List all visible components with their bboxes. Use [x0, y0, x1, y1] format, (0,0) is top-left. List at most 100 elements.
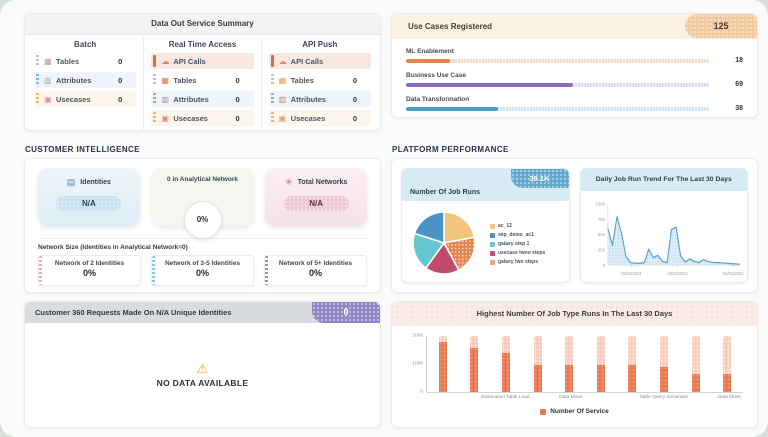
data-out-service-summary-panel: Data Out Service Summary Batch ▦ Tables 0 ▥ A…: [24, 13, 381, 131]
metric-value: 0: [118, 56, 123, 66]
service-metric-row[interactable]: ▦ Tables 0: [268, 72, 371, 88]
bar-column[interactable]: [522, 336, 554, 392]
platform-performance-panel: Number Of Job Runs 39.1K ac_12 sep_demo_a…: [391, 158, 758, 293]
service-column: Real Time Access ☁ API Calls ▦ Tables 0 ▥ Attri…: [143, 37, 260, 130]
service-metric-row[interactable]: ▥ Attributes 0: [34, 72, 137, 88]
analytical-network-label: 0 in Analytical Network: [167, 176, 238, 183]
x-tick-label: [584, 395, 611, 400]
row-accent: [270, 55, 274, 67]
use-cases-registered-panel: Use Cases Registered 125 ML Enablement 18…: [391, 13, 758, 118]
job-runs-pie-chart[interactable]: [404, 204, 488, 282]
network-size-card[interactable]: Network of 3-5 Identities 0%: [151, 255, 254, 286]
job-type-bars: [427, 336, 743, 392]
metric-label: Tables: [173, 75, 197, 85]
row-accent: [270, 112, 274, 124]
bar-column[interactable]: [617, 336, 649, 392]
network-size-card[interactable]: Network of 2 Identities 0%: [38, 255, 141, 286]
total-networks-card[interactable]: ✳ Total Networks N/A: [265, 168, 368, 226]
bar-column[interactable]: [648, 336, 680, 392]
network-size-name: Network of 5+ Identities: [278, 260, 353, 267]
job-type-bar-chart[interactable]: 0 1000 2000: [412, 334, 743, 395]
x-tick-label: [453, 395, 480, 400]
bar-column[interactable]: [459, 336, 491, 392]
y-tick-label: 1000: [412, 361, 423, 367]
metric-value: 0: [352, 75, 357, 85]
service-metric-row[interactable]: ☁ API Calls: [151, 53, 254, 69]
x-tick-label: [426, 395, 453, 400]
stats-row: ▤ Identities N/A 0 in Analytical Network…: [38, 168, 368, 239]
legend-item[interactable]: sep_demo_ac1: [490, 232, 565, 238]
identities-card[interactable]: ▤ Identities N/A: [38, 168, 140, 226]
use-case-category: Business Use Case: [406, 72, 466, 79]
legend-item[interactable]: galaxy two steps: [490, 259, 565, 265]
service-metric-row[interactable]: ▦ Tables 0: [151, 72, 254, 88]
bar-track: [406, 82, 709, 87]
total-networks-card-header: ✳ Total Networks: [265, 168, 367, 188]
use-case-category: ML Enablement: [406, 48, 454, 55]
service-column: Batch ▦ Tables 0 ▥ Attributes 0 ▣ Usecases 0: [27, 37, 143, 130]
service-metric-row[interactable]: ▣ Usecases 0: [268, 110, 371, 126]
legend-label: sep_demo_ac1: [498, 232, 534, 238]
analytical-network-card[interactable]: 0 in Analytical Network 0%: [151, 168, 254, 239]
service-metric-row[interactable]: ☁ API Calls: [268, 53, 371, 69]
bar-fill: [596, 365, 605, 392]
bar-column[interactable]: [711, 336, 743, 392]
use-cases-title: Use Cases Registered: [408, 22, 493, 31]
bar-track: [723, 336, 732, 392]
identities-icon: ▤: [66, 177, 76, 187]
table-icon: ▦: [44, 56, 52, 66]
platform-performance-heading: PLATFORM PERFORMANCE: [392, 145, 509, 154]
metric-value: 0: [118, 94, 123, 104]
svg-text:03/19/2021: 03/19/2021: [667, 271, 688, 276]
service-metric-row[interactable]: ▣ Usecases 0: [151, 110, 254, 126]
service-metric-row[interactable]: ▥ Attributes 0: [151, 91, 254, 107]
service-metric-row[interactable]: ▥ Attributes 0: [268, 91, 371, 107]
bar-column[interactable]: [585, 336, 617, 392]
svg-text:1000: 1000: [595, 201, 605, 206]
bar-column[interactable]: [553, 336, 585, 392]
service-metric-row[interactable]: ▣ Usecases 0: [34, 91, 137, 107]
bar-column[interactable]: [490, 336, 522, 392]
use-case-bar-group[interactable]: Business Use Case 69: [406, 72, 743, 88]
attributes-icon: ▥: [278, 94, 287, 104]
x-tick-label: Data Move: [559, 395, 583, 400]
service-metric-row[interactable]: ▦ Tables 0: [34, 53, 137, 69]
use-case-bar-group[interactable]: Data Transformation 38: [406, 96, 743, 112]
y-tick-label: 0: [420, 389, 423, 395]
use-case-bar-row: 69: [406, 81, 743, 88]
legend-swatch: [490, 232, 495, 238]
customer-intelligence-panel: ▤ Identities N/A 0 in Analytical Network…: [24, 158, 381, 293]
pie-slice[interactable]: [413, 211, 445, 245]
bar-fill: [628, 364, 637, 392]
bar-fill: [501, 352, 510, 392]
identities-card-header: ▤ Identities: [38, 168, 140, 188]
metric-label: Attributes: [56, 75, 92, 85]
metric-label: Attributes: [173, 94, 209, 104]
service-column-title: API Push: [302, 40, 338, 49]
use-case-category: Data Transformation: [406, 96, 470, 103]
legend-item[interactable]: usecase twoo steps: [490, 250, 565, 256]
pie-slice[interactable]: [443, 211, 476, 244]
bar-column[interactable]: [427, 336, 459, 392]
legend-item[interactable]: ac_12: [490, 223, 565, 229]
daily-trend-chart[interactable]: 0 250 500 750 1000 03/10/2021 03/19/2021 04/01/…: [581, 191, 748, 282]
use-case-bar-group[interactable]: ML Enablement 18: [406, 48, 743, 64]
daily-trend-title: Daily Job Run Trend For The Last 30 Days: [580, 169, 747, 191]
svg-text:250: 250: [597, 247, 605, 252]
legend-item[interactable]: galaxy step 1: [490, 241, 565, 247]
network-size-label: Network Size (Identities in Analytical N…: [38, 244, 188, 251]
use-cases-bars: ML Enablement 18 Business Use Case 69 Data T…: [392, 39, 757, 112]
bar-track: [438, 336, 447, 392]
bar-column[interactable]: [680, 336, 712, 392]
metric-label: Tables: [290, 75, 314, 85]
metric-label: Usecases: [56, 94, 91, 104]
card-accent: [152, 256, 155, 285]
legend-label: ac_12: [498, 223, 512, 229]
attributes-icon: ▥: [44, 75, 52, 85]
row-accent: [270, 74, 274, 86]
network-size-card[interactable]: Network of 5+ Identities 0%: [264, 255, 367, 286]
bar-track: [501, 336, 510, 392]
bar-track: [533, 336, 542, 392]
api-icon: ☁: [161, 56, 170, 66]
legend-swatch: [490, 259, 495, 265]
